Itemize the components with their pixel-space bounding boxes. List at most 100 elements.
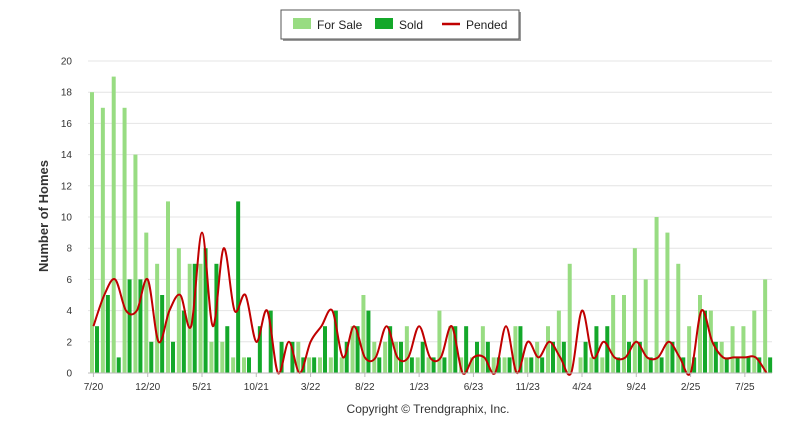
sold-bar [453, 326, 458, 373]
for-sale-bar [122, 107, 127, 374]
sold-bar [583, 341, 588, 373]
sold-bar [648, 357, 653, 373]
sold-bar [181, 310, 186, 373]
legend: For Sale Sold Pended [280, 9, 521, 41]
sold-bar [703, 310, 707, 373]
sold-bar [409, 357, 414, 373]
sold-bar [116, 357, 121, 373]
y-tick-label: 16 [61, 119, 73, 130]
sold-bar [637, 341, 642, 373]
for-sale-bar [100, 107, 105, 374]
for-sale-bar [708, 310, 713, 373]
for-sale-bar [318, 357, 322, 373]
sold-bar [746, 357, 751, 373]
sold-bar [247, 357, 251, 373]
for-sale-bar [187, 263, 192, 373]
sold-bar [323, 326, 327, 373]
for-sale-bar [220, 341, 225, 373]
sold-bar [355, 326, 360, 373]
sold-bar [627, 341, 631, 373]
sold-bar [735, 357, 740, 373]
for-sale-bar [155, 263, 160, 373]
sold-bar [236, 201, 241, 373]
sold-bar [344, 341, 349, 373]
for-sale-bar [730, 326, 735, 373]
sold-bar [485, 341, 490, 373]
sold-bar [551, 341, 555, 373]
sold-bar [616, 357, 621, 373]
sold-bar [464, 326, 469, 373]
for-sale-bar [665, 232, 670, 373]
for-sale-bar [90, 92, 94, 373]
sold-bar [768, 357, 773, 373]
sold-bar [388, 326, 393, 373]
sold-bar [279, 341, 284, 373]
legend-box [280, 9, 520, 40]
y-axis-label: Number of Homes [36, 160, 51, 272]
sold-bar [518, 326, 523, 373]
x-tick-label: 2/25 [681, 382, 701, 393]
sold-bar [192, 263, 197, 373]
x-tick-label: 3/22 [301, 382, 321, 393]
x-tick-label: 1/23 [409, 382, 429, 393]
sold-bar [333, 310, 338, 373]
sold-bar [529, 357, 534, 373]
for-sale-bar [209, 341, 214, 373]
for-sale-bar [611, 295, 616, 373]
for-sale-bar [415, 357, 420, 373]
sold-bar [149, 341, 154, 373]
sold-bar [95, 326, 99, 373]
x-tick-label: 9/24 [627, 382, 647, 393]
for-sale-bar [242, 357, 246, 373]
pended-line [92, 231, 768, 376]
for-sale-bar [654, 217, 659, 373]
x-tick-label: 6/23 [464, 382, 484, 393]
sold-bar [431, 357, 436, 373]
legend-label-pended: Pended [466, 18, 507, 32]
x-tick-label: 7/20 [84, 382, 104, 393]
pended-line-layer [92, 231, 768, 376]
for-sale-bar [524, 357, 529, 373]
bars [90, 76, 773, 374]
for-sale-bar [426, 357, 431, 373]
for-sale-bar [394, 341, 398, 373]
y-tick-label: 8 [66, 244, 72, 255]
legend-swatch-for-sale [293, 18, 311, 29]
for-sale-bar [546, 326, 550, 373]
x-tick-label: 5/21 [192, 382, 212, 393]
for-sale-bar [339, 357, 344, 373]
sold-bar [540, 357, 545, 373]
for-sale-bar [133, 154, 138, 373]
sold-bar [399, 341, 403, 373]
sold-bar [605, 326, 610, 373]
sold-bar [561, 341, 566, 373]
for-sale-bar [578, 357, 583, 373]
for-sale-bar [763, 279, 768, 373]
y-tick-label: 0 [66, 369, 72, 380]
legend-label-sold: Sold [399, 18, 423, 32]
for-sale-bar [383, 341, 388, 373]
sold-bar [138, 279, 143, 373]
for-sale-bar [470, 357, 474, 373]
y-axis-tick-labels: 0 2 4 6 8 10 12 14 16 18 20 [61, 57, 73, 380]
for-sale-bar [622, 295, 626, 373]
sold-bar [105, 295, 110, 373]
for-sale-bar [556, 310, 561, 373]
sold-bar [659, 357, 664, 373]
legend-swatch-sold [375, 18, 393, 29]
for-sale-bar [687, 326, 692, 373]
x-tick-label: 11/23 [516, 382, 541, 393]
for-sale-bar [437, 310, 442, 373]
sold-bar [724, 357, 729, 373]
for-sale-bar [144, 232, 149, 373]
sold-bar [225, 326, 230, 373]
sold-bar [160, 295, 165, 373]
for-sale-bar [741, 326, 746, 373]
x-tick-label: 7/25 [735, 382, 755, 393]
x-axis-tick-labels: 7/20 12/20 5/21 10/21 3/22 8/22 1/23 6/23 11/23 4… [84, 373, 755, 393]
sold-bar [366, 310, 371, 373]
for-sale-bar [448, 326, 453, 373]
y-tick-label: 18 [61, 88, 73, 99]
sold-bar [420, 341, 425, 373]
for-sale-bar [567, 263, 572, 373]
